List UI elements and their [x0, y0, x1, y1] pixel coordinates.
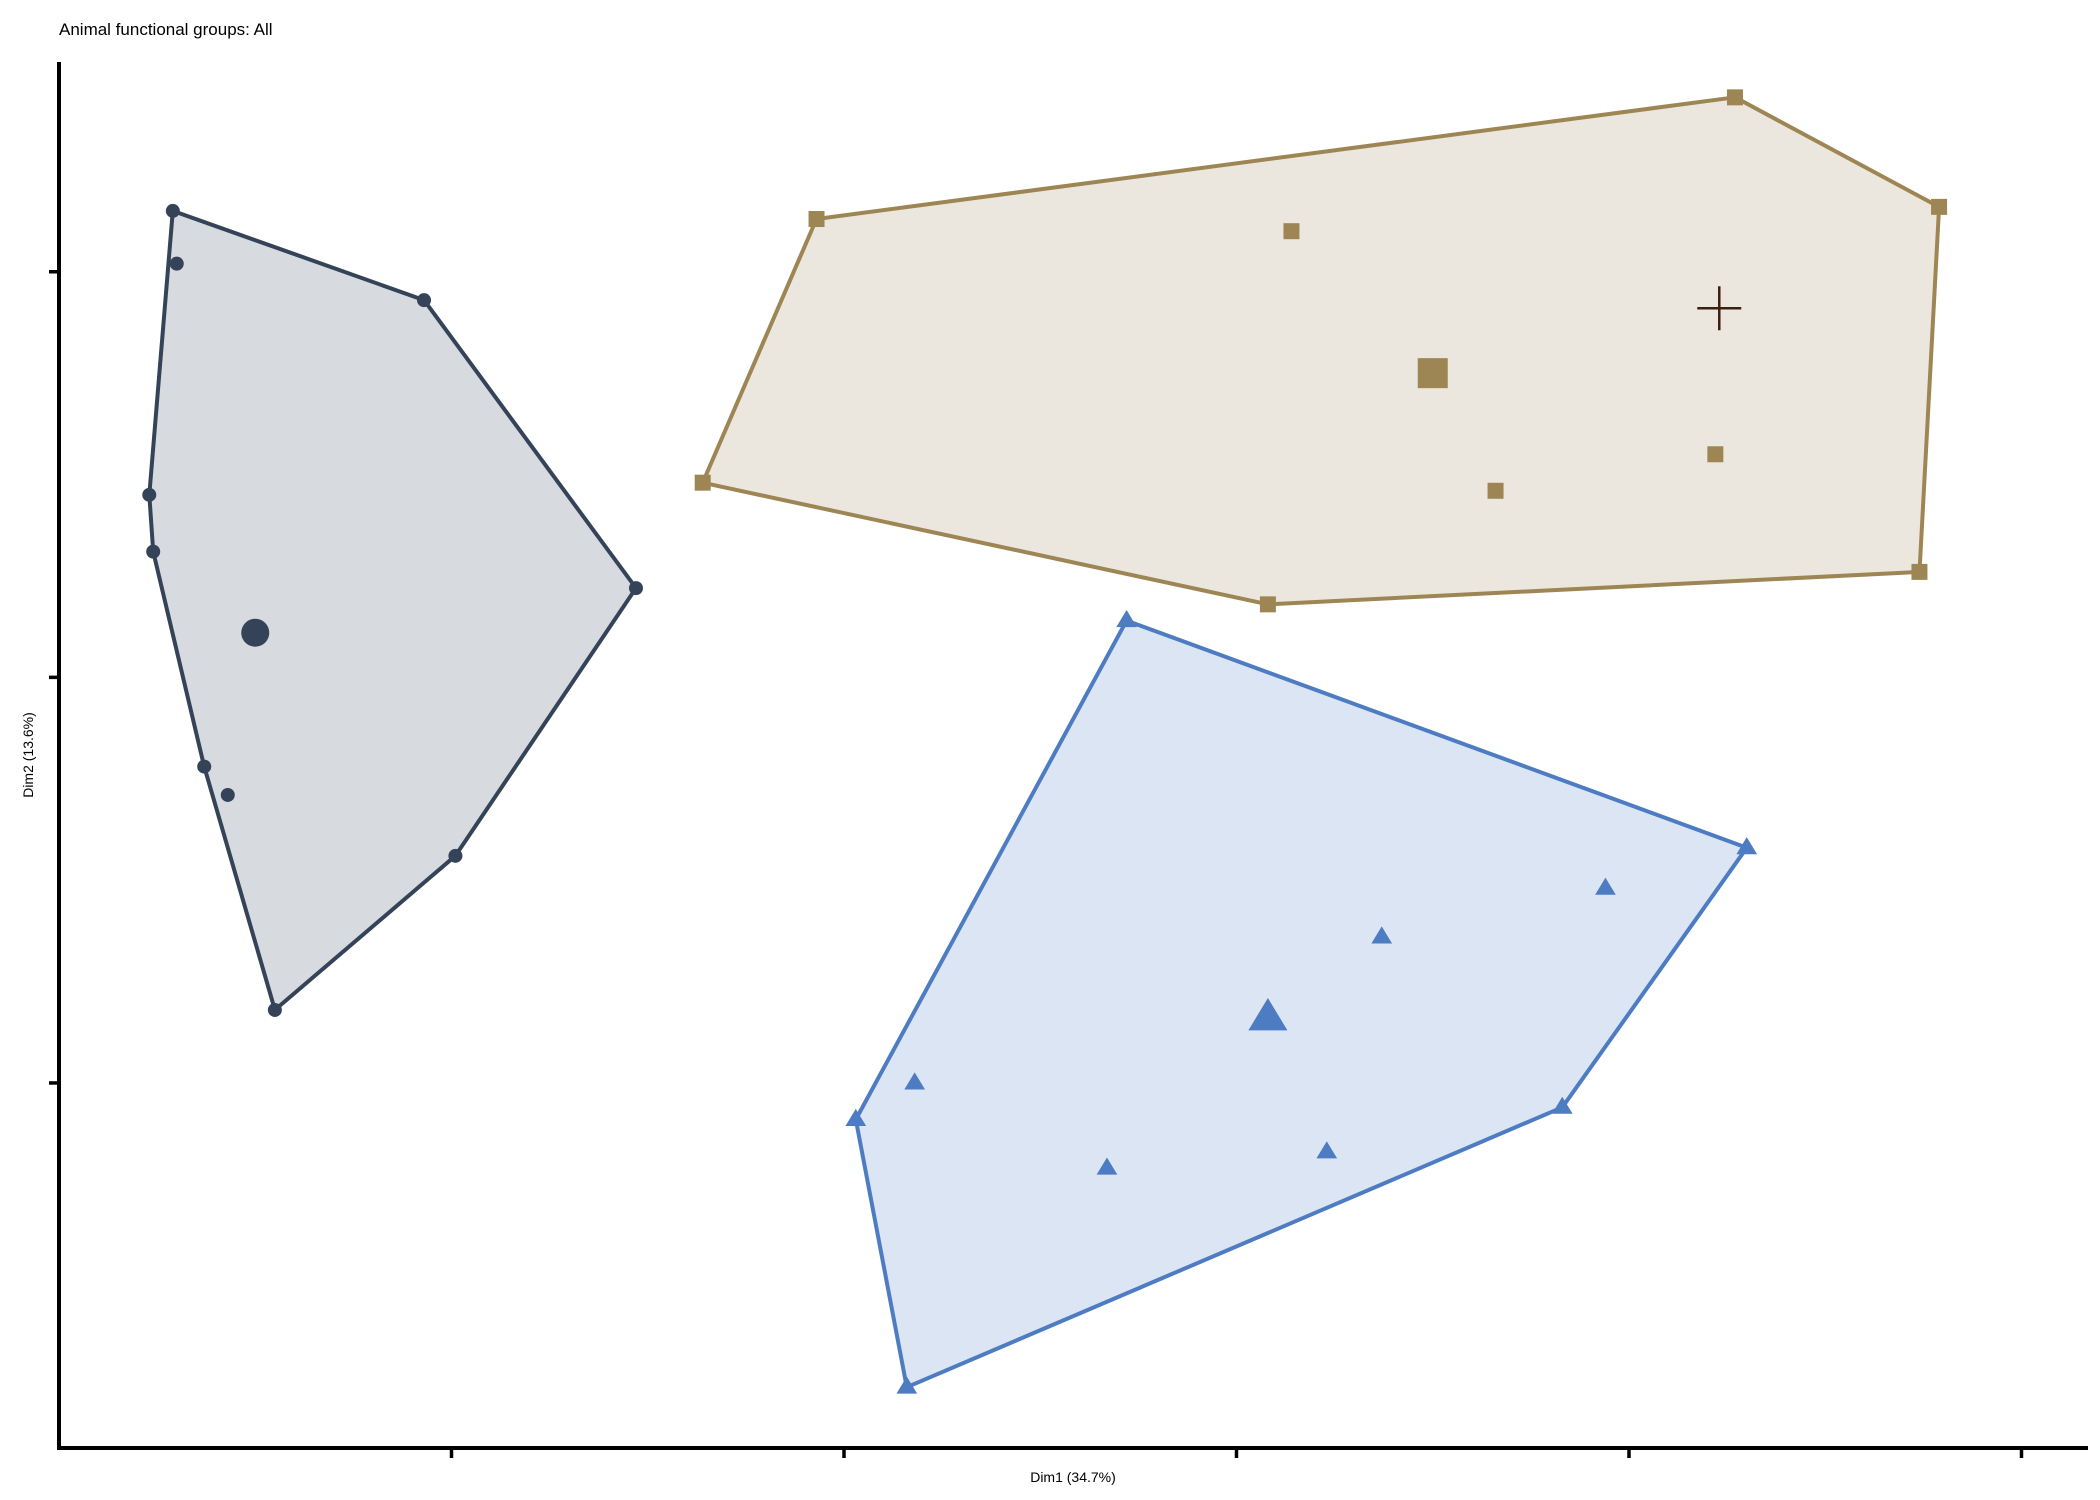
- data-point-1-10: [267, 1002, 282, 1017]
- data-point-3-5: [1551, 1096, 1573, 1114]
- points-layer: [142, 89, 1948, 1394]
- data-point-2-9: [1911, 563, 1928, 580]
- centroid-2: [1417, 358, 1448, 389]
- centroid-3: [1248, 998, 1288, 1031]
- data-point-1-5: [146, 544, 161, 559]
- data-point-1-4: [142, 487, 157, 502]
- data-point-2-10: [1259, 596, 1276, 613]
- data-point-2-2: [808, 211, 825, 228]
- x-axis-label: Dim1 (34.7%): [1030, 1469, 1116, 1485]
- chart-title: Animal functional groups: All: [59, 20, 273, 39]
- data-point-3-10: [896, 1376, 918, 1394]
- data-point-2-8: [1487, 482, 1504, 499]
- data-point-3-6: [904, 1072, 925, 1090]
- hull-3: [853, 618, 1749, 1390]
- ticks-layer: [49, 270, 2024, 1458]
- data-point-2-3: [1931, 198, 1948, 215]
- hull-layer: [147, 95, 1942, 1390]
- data-point-1-3: [417, 293, 432, 308]
- data-point-3-8: [1096, 1157, 1118, 1175]
- centroid-1: [241, 618, 270, 647]
- data-point-1-9: [448, 848, 463, 863]
- y-axis-label: Dim2 (13.6%): [20, 712, 36, 798]
- data-point-1-1: [165, 203, 180, 218]
- hull-1: [147, 208, 638, 1012]
- data-point-2-4: [1283, 223, 1300, 240]
- data-point-2-7: [694, 474, 711, 491]
- data-point-3-1: [1116, 609, 1137, 628]
- hull-2: [700, 95, 1942, 607]
- data-point-2-6: [1707, 446, 1724, 463]
- data-point-3-2: [1736, 837, 1758, 855]
- reference-cross-marker: [1697, 286, 1742, 331]
- data-point-3-4: [1371, 926, 1393, 944]
- data-point-3-9: [845, 1108, 867, 1126]
- data-point-1-8: [220, 787, 235, 802]
- data-point-1-6: [628, 581, 643, 596]
- data-point-2-1: [1726, 89, 1743, 106]
- data-point-3-7: [1316, 1141, 1338, 1159]
- data-point-1-2: [169, 256, 184, 271]
- data-point-1-7: [197, 759, 212, 774]
- axes: [57, 62, 2088, 1450]
- data-point-3-3: [1595, 877, 1616, 895]
